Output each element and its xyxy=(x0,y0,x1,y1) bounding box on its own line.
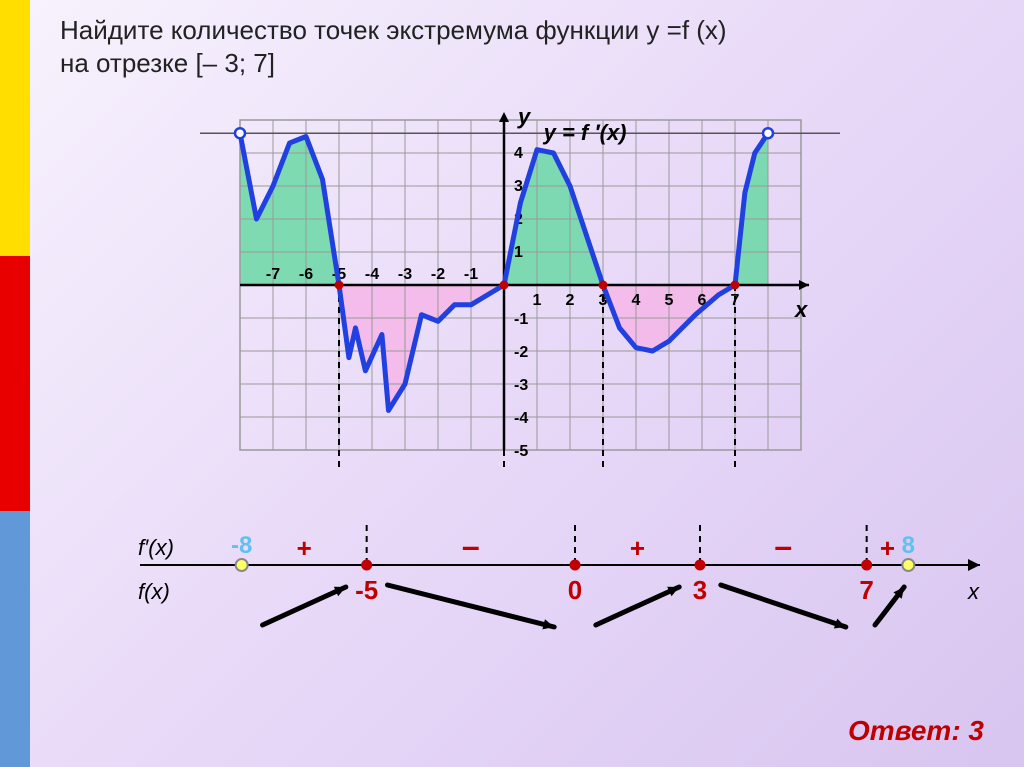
svg-text:+: + xyxy=(630,533,645,563)
strip-segment xyxy=(0,0,30,256)
svg-text:-3: -3 xyxy=(398,266,412,283)
answer-text: Ответ: 3 xyxy=(848,715,984,747)
svg-text:-7: -7 xyxy=(266,266,280,283)
svg-text:-1: -1 xyxy=(464,266,478,283)
strip-segment xyxy=(0,256,30,512)
svg-text:-4: -4 xyxy=(365,266,379,283)
svg-text:f′(x): f′(x) xyxy=(138,535,174,560)
svg-text:0: 0 xyxy=(568,575,582,605)
title-line-2: на отрезке [– 3; 7] xyxy=(60,48,275,78)
svg-text:x: x xyxy=(794,297,808,322)
svg-text:x: x xyxy=(967,579,980,604)
svg-text:-8: -8 xyxy=(231,532,252,559)
svg-text:3: 3 xyxy=(693,575,707,605)
svg-text:2: 2 xyxy=(566,292,575,309)
decorative-left-strip xyxy=(0,0,30,767)
svg-text:y: y xyxy=(517,104,532,129)
svg-text:-2: -2 xyxy=(431,266,445,283)
svg-text:1: 1 xyxy=(514,244,523,261)
svg-text:–: – xyxy=(462,528,480,564)
svg-text:f(x): f(x) xyxy=(138,579,170,604)
slide-title: Найдите количество точек экстремума функ… xyxy=(60,14,1004,79)
svg-text:7: 7 xyxy=(859,575,873,605)
svg-text:y = f ′(x): y = f ′(x) xyxy=(543,120,627,145)
svg-text:1: 1 xyxy=(533,292,542,309)
svg-text:4: 4 xyxy=(632,292,641,309)
svg-text:4: 4 xyxy=(514,145,523,162)
svg-text:-6: -6 xyxy=(299,266,313,283)
slide-main: Найдите количество точек экстремума функ… xyxy=(30,0,1024,767)
sign-number-line: f′(x)f(x)x-88-5037+–+–+ xyxy=(130,525,990,655)
svg-text:-2: -2 xyxy=(514,344,528,361)
svg-text:–: – xyxy=(774,528,792,564)
svg-text:-3: -3 xyxy=(514,377,528,394)
derivative-chart: -7-6-5-4-3-2-112345671234-1-2-3-4-5yxy =… xyxy=(200,100,840,470)
svg-text:-1: -1 xyxy=(514,311,528,328)
svg-text:-4: -4 xyxy=(514,410,528,427)
svg-text:+: + xyxy=(297,533,312,563)
title-line-1: Найдите количество точек экстремума функ… xyxy=(60,15,727,45)
svg-text:+: + xyxy=(880,533,895,563)
svg-text:-5: -5 xyxy=(514,443,528,460)
svg-text:8: 8 xyxy=(902,532,915,559)
strip-segment xyxy=(0,511,30,767)
svg-text:5: 5 xyxy=(665,292,674,309)
svg-text:-5: -5 xyxy=(355,575,378,605)
